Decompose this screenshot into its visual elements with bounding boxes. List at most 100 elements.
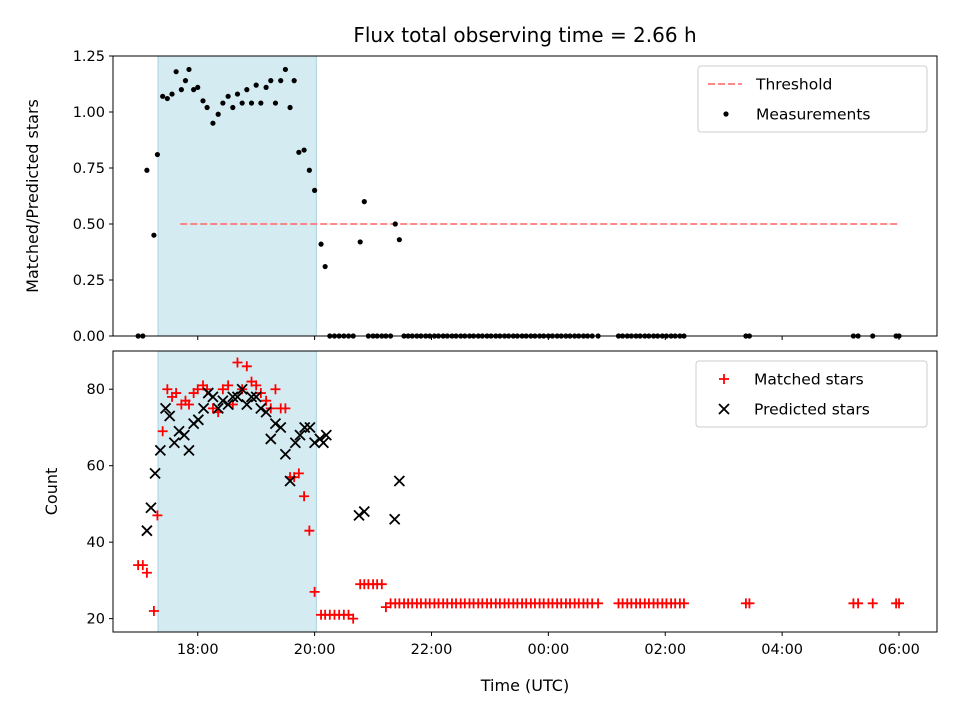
data-point — [280, 403, 291, 414]
data-point — [232, 357, 243, 368]
data-point — [301, 147, 307, 153]
data-point — [169, 91, 175, 97]
data-point — [318, 241, 324, 247]
data-point — [210, 120, 216, 126]
data-point — [312, 187, 318, 193]
data-point — [164, 95, 170, 102]
x-tick-label: 04:00 — [761, 642, 803, 658]
data-point — [260, 406, 272, 418]
legend: Matched stars Predicted stars — [695, 360, 928, 428]
data-point — [183, 444, 195, 457]
top-panel: 0.00 0.25 0.50 0.75 1.00 1.25 Matched/Predicte… — [23, 49, 938, 345]
data-point — [200, 98, 206, 104]
data-point — [239, 100, 245, 106]
data-point — [278, 78, 284, 84]
data-point — [289, 437, 301, 449]
data-point — [894, 598, 905, 609]
y-axis-label: Count — [42, 468, 61, 516]
y-tick-label: 0.25 — [73, 273, 105, 289]
data-point — [178, 87, 184, 93]
data-point — [853, 598, 864, 609]
legend: Threshold Measurements — [697, 65, 928, 133]
data-point — [270, 384, 281, 395]
data-point — [317, 437, 330, 449]
y-tick-label: 40 — [87, 535, 105, 551]
data-point — [284, 475, 296, 487]
y-tick-label: 20 — [87, 612, 105, 628]
data-point — [269, 418, 282, 430]
legend-label: Matched stars — [754, 371, 864, 389]
data-point — [173, 425, 185, 437]
data-point — [867, 598, 878, 609]
data-point — [154, 151, 161, 158]
data-point — [358, 505, 370, 518]
data-point — [171, 388, 182, 399]
x-tick-label: 00:00 — [527, 642, 569, 658]
data-point — [389, 513, 401, 525]
data-point — [204, 104, 210, 111]
data-point — [282, 66, 288, 73]
data-point — [308, 437, 321, 449]
data-point — [141, 567, 152, 578]
data-point — [173, 69, 179, 75]
data-point — [152, 510, 163, 521]
data-point — [255, 402, 267, 414]
data-point — [192, 384, 203, 395]
data-point — [236, 383, 248, 395]
data-point — [253, 82, 259, 88]
data-point — [376, 579, 387, 590]
data-point — [217, 384, 228, 395]
data-point — [279, 448, 292, 460]
data-point — [296, 149, 302, 155]
legend-marker — [723, 111, 729, 117]
legend-marker — [718, 403, 730, 415]
data-point — [392, 221, 398, 227]
data-point — [162, 384, 173, 395]
data-point — [299, 421, 311, 434]
data-point — [182, 78, 189, 84]
data-point — [217, 395, 229, 407]
y-tick-label: 0.75 — [73, 161, 105, 177]
data-point — [223, 380, 234, 391]
axes-frame — [112, 55, 938, 337]
data-point — [178, 429, 190, 441]
series-predicted-stars — [141, 383, 405, 537]
chart-title: Flux total observing time = 2.66 h — [353, 23, 696, 47]
axes-frame — [112, 350, 938, 633]
data-point — [241, 361, 252, 372]
data-point — [309, 586, 320, 597]
x-tick-label: 20:00 — [294, 642, 336, 658]
data-point — [244, 87, 250, 93]
data-point — [164, 410, 176, 422]
data-point — [265, 433, 277, 445]
data-point — [230, 104, 236, 111]
data-point — [250, 391, 262, 403]
x-tick-label: 02:00 — [644, 642, 686, 658]
data-point — [207, 391, 219, 403]
data-point — [245, 391, 258, 403]
data-point — [263, 84, 269, 90]
data-point — [227, 391, 239, 403]
data-point — [137, 560, 148, 571]
data-point — [168, 437, 180, 449]
data-point — [293, 468, 304, 479]
data-point — [287, 104, 293, 111]
data-point — [348, 613, 359, 624]
data-point — [207, 403, 218, 414]
data-point — [215, 111, 221, 117]
data-point — [148, 605, 159, 616]
x-tick-label: 22:00 — [411, 642, 453, 658]
data-point — [141, 525, 153, 537]
data-point — [154, 444, 166, 457]
data-point — [304, 421, 316, 434]
data-point — [231, 391, 244, 403]
data-point — [251, 380, 262, 391]
data-point — [299, 491, 310, 502]
data-point — [186, 66, 192, 73]
y-axis-label: Matched/Predicted stars — [23, 99, 42, 293]
legend-box — [697, 65, 928, 133]
data-point — [306, 167, 312, 173]
series-matched-stars — [133, 357, 905, 624]
data-point — [160, 93, 166, 99]
